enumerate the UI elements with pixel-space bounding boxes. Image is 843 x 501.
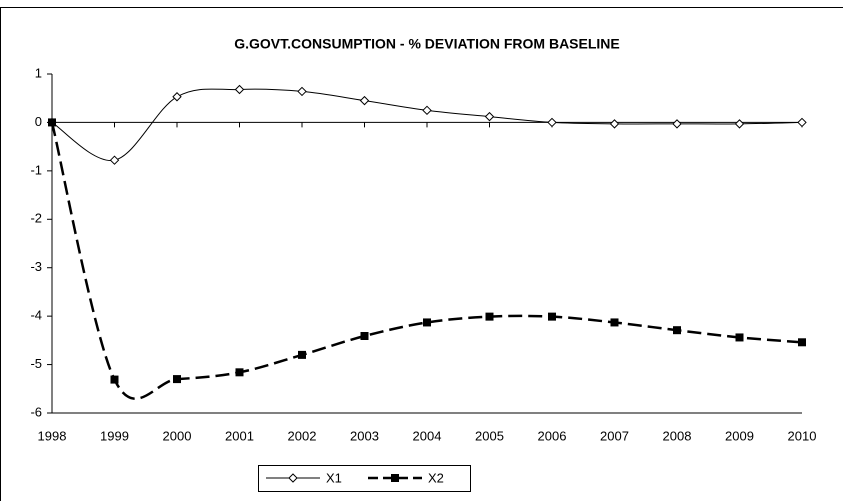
point-marker <box>797 117 807 128</box>
x-tick-label: 1999 <box>100 428 129 443</box>
point-marker <box>735 333 744 342</box>
point-marker <box>673 326 681 335</box>
point-marker <box>485 312 494 321</box>
x-tick-label: 2006 <box>538 428 567 443</box>
point-marker <box>610 318 619 327</box>
x-tick-label: 2009 <box>725 428 754 443</box>
legend-label: X2 <box>428 470 444 485</box>
x-tick-label: 2000 <box>163 428 192 443</box>
point-marker <box>109 155 120 165</box>
legend-marker <box>288 473 298 483</box>
point-marker <box>173 375 181 384</box>
x-tick-label: 1998 <box>38 428 67 443</box>
y-tick-label: -6 <box>30 404 42 419</box>
y-tick-label: 1 <box>35 65 42 80</box>
point-marker <box>297 86 307 97</box>
point-marker <box>734 119 745 129</box>
y-tick-label: -4 <box>30 308 42 323</box>
point-marker <box>298 350 306 359</box>
y-tick-label: -3 <box>30 259 42 274</box>
point-marker <box>672 119 682 129</box>
x-tick-label: 2008 <box>663 428 692 443</box>
chart-frame <box>0 7 843 501</box>
point-marker <box>360 331 369 340</box>
x-tick-label: 2010 <box>788 428 817 443</box>
legend-marker <box>391 474 399 482</box>
point-marker <box>423 318 431 327</box>
x-tick-label: 2007 <box>600 428 629 443</box>
point-marker <box>484 111 495 122</box>
series-line <box>50 122 803 400</box>
legend-label: X1 <box>326 470 342 485</box>
x-tick-label: 2001 <box>225 428 254 443</box>
chart-title: G.GOVT.CONSUMPTION - % DEVIATION FROM BA… <box>234 36 620 52</box>
y-tick-label: -5 <box>30 356 42 371</box>
point-marker <box>422 105 432 116</box>
point-marker <box>547 117 557 128</box>
point-marker <box>359 95 370 106</box>
y-tick-label: 0 <box>35 114 42 129</box>
point-marker <box>609 119 620 129</box>
point-marker <box>172 92 182 102</box>
x-tick-label: 2005 <box>475 428 504 443</box>
point-marker <box>798 338 806 347</box>
point-marker <box>235 368 244 377</box>
point-marker <box>48 118 56 127</box>
y-tick-label: -1 <box>30 162 42 177</box>
point-marker <box>234 84 245 95</box>
x-tick-label: 2003 <box>350 428 379 443</box>
x-tick-label: 2002 <box>288 428 317 443</box>
y-tick-label: -2 <box>30 211 42 226</box>
x-tick-label: 2004 <box>413 428 442 443</box>
point-marker <box>110 375 119 384</box>
point-marker <box>548 312 556 321</box>
